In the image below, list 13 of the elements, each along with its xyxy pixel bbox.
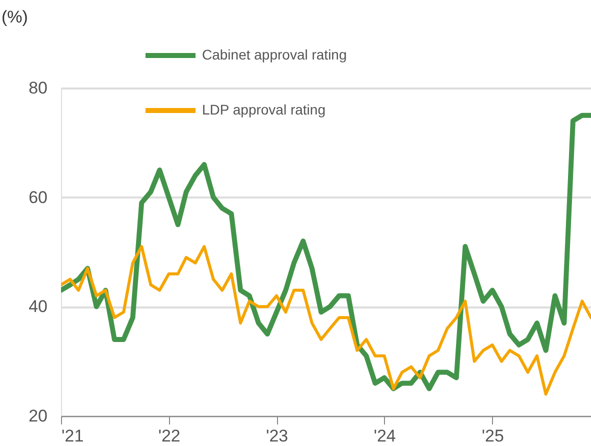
y-axis-title: (%) (2, 8, 28, 26)
x-tick-label: '21 (62, 426, 84, 446)
y-tick-label: 40 (28, 297, 48, 316)
x-tick-label: '24 (374, 426, 396, 446)
y-tick-label: 60 (28, 188, 48, 207)
line-series (61, 245, 591, 396)
legend-label: LDP approval rating (202, 102, 326, 118)
x-tick-label: '25 (482, 426, 504, 446)
y-tick-label: 80 (28, 78, 48, 98)
y-tick-label: 20 (28, 406, 48, 426)
x-tick-label: '22 (158, 426, 180, 446)
legend-label: Cabinet approval rating (202, 46, 347, 62)
x-tick-label: '23 (266, 426, 288, 446)
